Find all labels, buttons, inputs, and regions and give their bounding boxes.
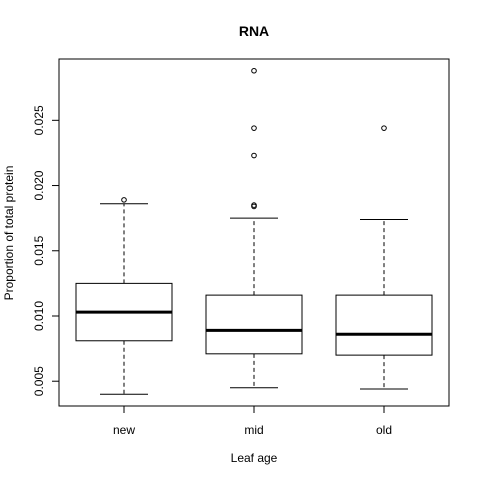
- y-axis-label: Proportion of total protein: [2, 166, 16, 301]
- y-tick-label: 0.005: [32, 366, 46, 396]
- outlier-point: [252, 126, 257, 131]
- chart-title: RNA: [239, 23, 269, 39]
- iqr-box: [206, 295, 302, 354]
- x-axis-label: Leaf age: [231, 451, 278, 465]
- y-tick-label: 0.010: [32, 301, 46, 331]
- y-axis: 0.005 0.010 0.015 0.020 0.025: [32, 105, 59, 396]
- x-tick-label: mid: [244, 423, 263, 437]
- iqr-box: [336, 295, 432, 355]
- outlier-point: [382, 126, 387, 131]
- x-tick-label: new: [113, 423, 135, 437]
- y-tick-label: 0.020: [32, 170, 46, 200]
- outlier-point: [122, 198, 127, 203]
- box-old: [336, 126, 432, 389]
- outlier-point: [252, 153, 257, 158]
- x-tick-label: old: [376, 423, 392, 437]
- outlier-point: [252, 68, 257, 73]
- box-mid: [206, 68, 302, 387]
- boxplot-series: [76, 68, 432, 394]
- y-tick-label: 0.015: [32, 235, 46, 265]
- x-axis: new mid old: [113, 406, 392, 437]
- box-new: [76, 198, 172, 395]
- y-tick-label: 0.025: [32, 105, 46, 135]
